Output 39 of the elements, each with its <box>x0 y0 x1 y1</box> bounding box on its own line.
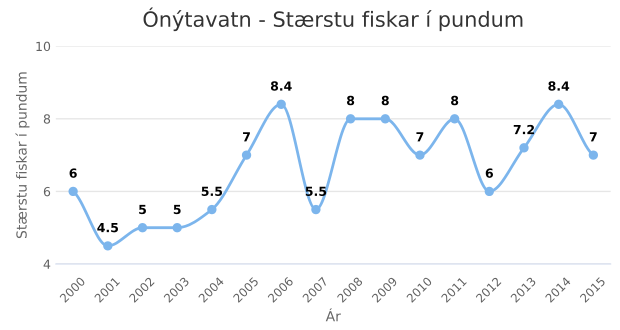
data-label: 7 <box>590 132 597 142</box>
data-label: 5 <box>139 204 146 214</box>
data-label: 5.5 <box>306 186 326 196</box>
chart-title: Ónýtavatn - Stærstu fiskar í pundum <box>144 7 522 32</box>
y-tick-label: 6 <box>44 186 50 196</box>
y-tick-label: 4 <box>44 260 50 269</box>
point <box>450 114 460 124</box>
point <box>346 114 356 124</box>
point <box>276 100 286 109</box>
data-label: 5 <box>174 204 181 214</box>
y-tick-label: 10 <box>36 42 50 52</box>
data-label: 7.2 <box>514 124 534 134</box>
point <box>554 100 564 109</box>
point <box>311 204 321 214</box>
data-label: 4.5 <box>97 223 118 232</box>
x-axis-title: Ár <box>326 308 341 322</box>
data-label: 5.5 <box>202 186 222 196</box>
point <box>484 186 494 196</box>
data-label: 8 <box>347 96 354 106</box>
y-axis-title: Stærstu fiskar í pundum <box>15 72 30 238</box>
data-label: 8.4 <box>270 81 292 91</box>
data-label: 7 <box>416 132 424 142</box>
data-label: 8 <box>382 96 389 106</box>
y-tick-label: 8 <box>44 114 50 124</box>
point <box>380 114 390 124</box>
data-label: 7 <box>243 132 250 142</box>
point <box>103 241 112 251</box>
data-label: 8.4 <box>548 81 570 91</box>
data-label: 6 <box>486 168 493 178</box>
data-label: 8 <box>451 96 458 106</box>
point <box>415 150 425 160</box>
data-label: 6 <box>70 168 77 178</box>
point <box>207 204 217 214</box>
point <box>588 150 598 160</box>
point <box>138 223 148 232</box>
point <box>172 223 182 232</box>
point <box>519 143 529 152</box>
point <box>68 186 78 196</box>
point <box>242 150 252 160</box>
